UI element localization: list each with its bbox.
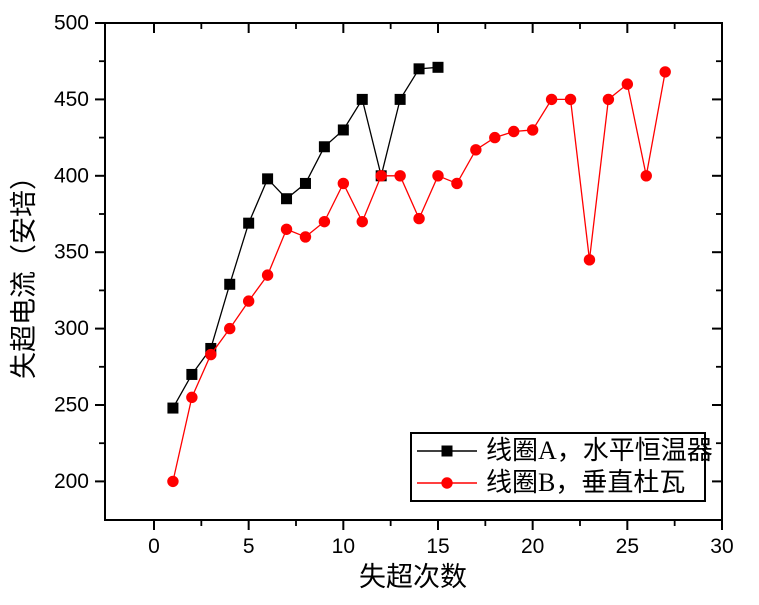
y-axis-label: 失超电流（安培） <box>9 163 39 379</box>
data-point-circle <box>470 144 482 156</box>
x-tick-label: 15 <box>426 535 449 558</box>
x-tick-label: 5 <box>243 535 255 558</box>
data-point-square <box>281 193 293 205</box>
y-tick-label: 350 <box>54 241 89 264</box>
data-point-square <box>356 93 368 105</box>
data-point-circle <box>242 295 255 307</box>
data-point-circle <box>205 348 217 361</box>
y-tick-label: 400 <box>54 164 89 187</box>
data-point-square <box>224 278 236 290</box>
data-point-circle <box>375 170 387 182</box>
y-tick-label: 250 <box>54 394 89 417</box>
series-b-marker-icon <box>417 477 477 489</box>
data-point-circle <box>318 215 331 228</box>
x-tick-label: 25 <box>616 535 639 558</box>
data-point-square <box>318 141 330 153</box>
data-point-square <box>432 61 444 73</box>
data-point-circle <box>564 93 577 106</box>
x-axis-label: 失超次数 <box>359 562 467 592</box>
series-a-marker-icon <box>417 445 477 457</box>
data-point-circle <box>621 78 634 90</box>
data-point-square <box>186 368 198 380</box>
legend-label-coil-b: 线圈B，垂直杜瓦 <box>486 468 686 498</box>
data-point-circle <box>261 269 274 281</box>
x-tick-label: 10 <box>332 535 355 558</box>
data-point-square <box>337 124 349 136</box>
data-point-circle <box>356 215 368 228</box>
data-point-square <box>205 342 217 354</box>
y-tick-label: 300 <box>54 317 89 340</box>
data-point-square <box>413 63 425 75</box>
legend-label-coil-a: 线圈A，水平恒温器 <box>486 435 713 465</box>
data-point-circle <box>394 170 406 182</box>
data-point-square <box>243 217 255 229</box>
data-point-circle <box>602 93 615 106</box>
x-tick-label: 30 <box>710 535 733 558</box>
legend-item-coil-b: 线圈B，垂直杜瓦 <box>412 468 704 499</box>
x-tick-label: 20 <box>521 535 544 558</box>
data-point-circle <box>280 223 293 235</box>
data-point-circle <box>659 66 671 78</box>
y-tick-label: 500 <box>54 12 89 35</box>
plot-frame <box>104 22 723 521</box>
series-line-b <box>172 71 666 482</box>
data-point-circle <box>224 322 236 335</box>
x-tick-label: 0 <box>148 535 160 558</box>
y-tick-label: 200 <box>54 470 89 493</box>
data-point-circle <box>489 131 501 144</box>
data-point-circle <box>186 391 198 404</box>
data-point-circle <box>413 212 425 225</box>
data-point-circle <box>508 125 520 138</box>
chart-legend: 线圈A，水平恒温器 线圈B，垂直杜瓦 <box>410 432 713 502</box>
data-point-circle <box>299 231 312 243</box>
data-point-circle <box>545 93 558 106</box>
data-point-square <box>167 402 179 414</box>
data-point-circle <box>432 170 444 182</box>
data-point-circle <box>526 124 539 136</box>
data-point-circle <box>583 254 596 266</box>
data-point-square <box>262 173 274 185</box>
data-point-circle <box>640 170 652 182</box>
legend-item-coil-a: 线圈A，水平恒温器 <box>412 435 713 466</box>
data-point-circle <box>337 177 350 190</box>
data-point-square <box>394 93 406 105</box>
data-point-circle <box>451 177 463 190</box>
data-point-square <box>299 177 311 189</box>
data-point-circle <box>167 475 179 488</box>
y-tick-label: 450 <box>54 88 89 111</box>
